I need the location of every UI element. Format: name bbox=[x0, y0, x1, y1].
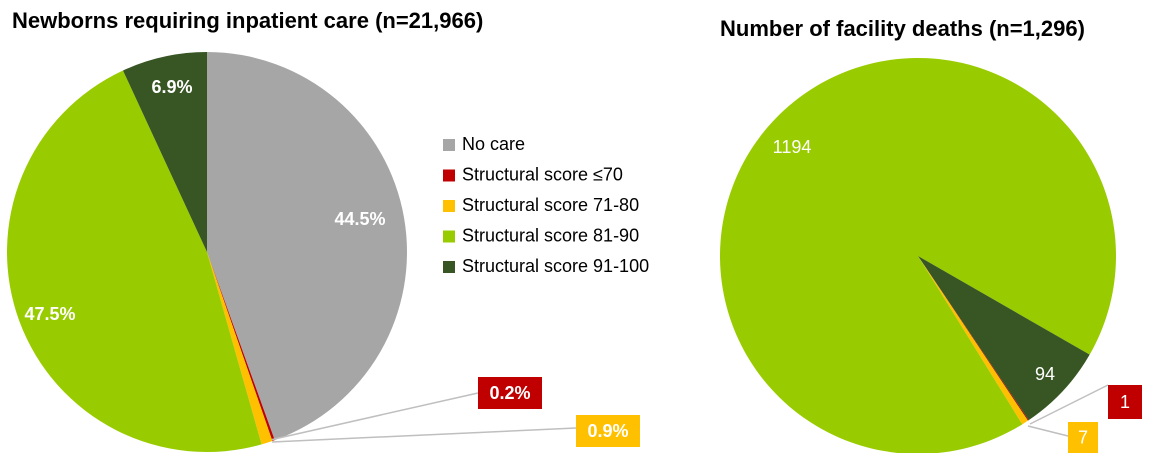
data-label: 0.9% bbox=[587, 421, 628, 441]
legend-label: Structural score ≤70 bbox=[462, 164, 623, 184]
legend-swatch bbox=[443, 261, 455, 273]
legend-label: Structural score 91-100 bbox=[462, 256, 649, 276]
pie-slice bbox=[6, 70, 262, 453]
legend-swatch bbox=[443, 169, 455, 182]
legend-swatch bbox=[443, 200, 455, 212]
leader-line bbox=[1029, 384, 1109, 425]
data-label: 1 bbox=[1120, 392, 1130, 412]
pie-slice bbox=[207, 252, 273, 445]
pie-slice bbox=[719, 58, 1116, 453]
data-label: 0.2% bbox=[489, 383, 530, 403]
legend-swatch bbox=[443, 230, 455, 243]
data-label: 94 bbox=[1035, 364, 1055, 384]
data-label: 7 bbox=[1078, 427, 1088, 447]
pie-slice bbox=[207, 252, 275, 442]
pie-slice bbox=[918, 256, 1028, 425]
label-box bbox=[478, 377, 542, 409]
data-label: 6.9% bbox=[151, 77, 192, 97]
chart-title: Newborns requiring inpatient care (n=21,… bbox=[12, 8, 483, 33]
data-label: 44.5% bbox=[334, 209, 385, 229]
pie-slice bbox=[207, 52, 407, 441]
legend-label: No care bbox=[462, 134, 525, 154]
legend-label: Structural score 71-80 bbox=[462, 195, 639, 215]
pie-slice bbox=[918, 256, 1029, 421]
pie-slice bbox=[122, 52, 207, 252]
label-box bbox=[1108, 385, 1142, 419]
legend-swatch bbox=[443, 139, 455, 151]
leader-line bbox=[269, 392, 479, 441]
label-box bbox=[1068, 422, 1098, 453]
chart-title: Number of facility deaths (n=1,296) bbox=[720, 16, 1085, 41]
legend-label: Structural score 81-90 bbox=[462, 225, 639, 245]
pie-slice bbox=[918, 256, 1090, 421]
data-label: 1194 bbox=[773, 137, 812, 157]
leader-line bbox=[271, 427, 577, 443]
data-label: 47.5% bbox=[24, 304, 75, 324]
label-box bbox=[576, 415, 640, 447]
leader-line bbox=[1027, 425, 1069, 437]
